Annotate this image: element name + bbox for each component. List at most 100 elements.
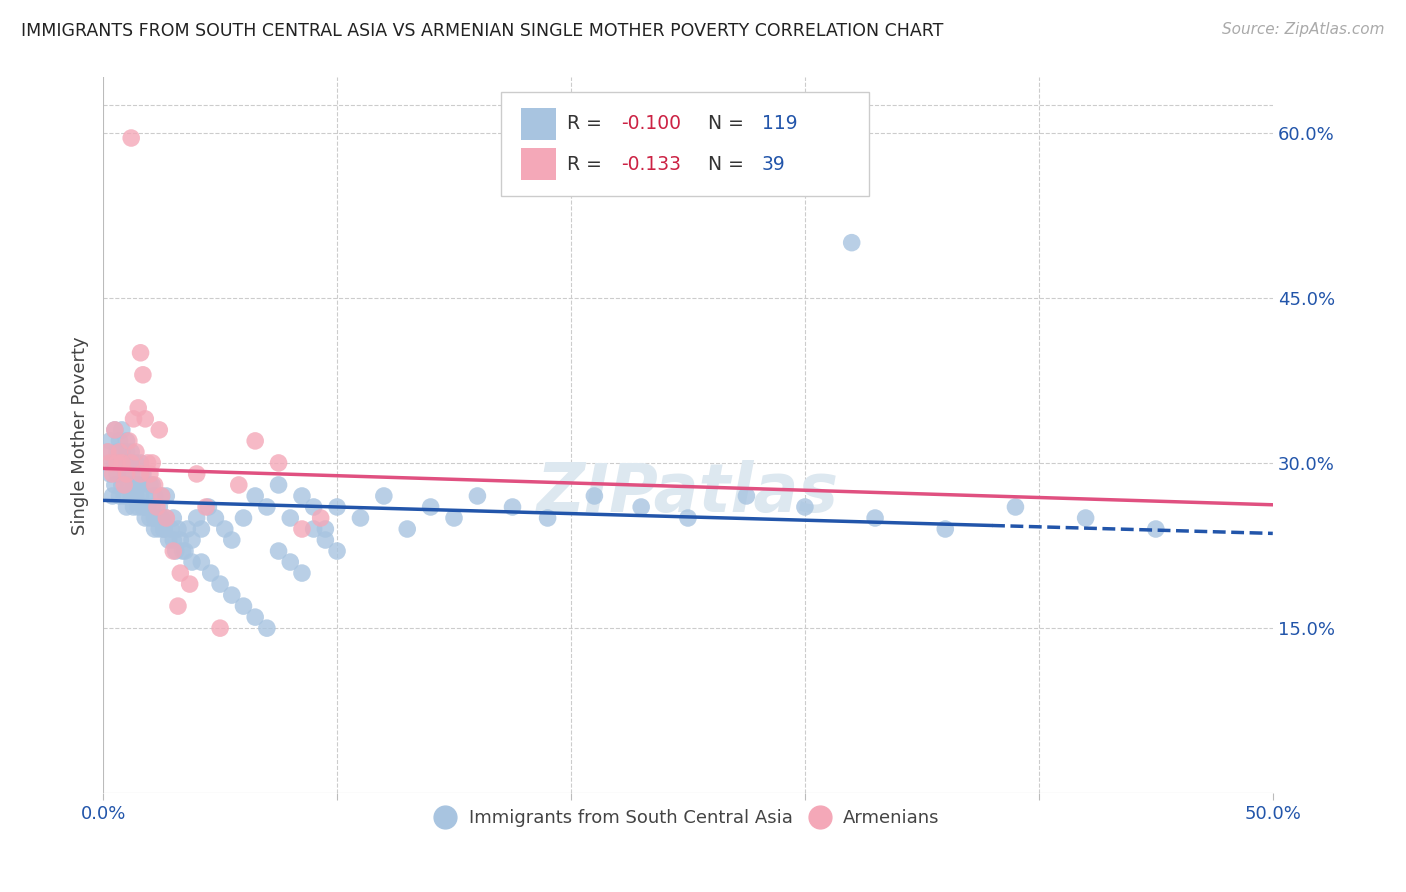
Point xyxy=(112,489,135,503)
Point xyxy=(153,522,176,536)
Point xyxy=(1004,500,1026,514)
Point xyxy=(98,434,121,448)
Point xyxy=(134,511,156,525)
Point xyxy=(443,511,465,525)
Text: N =: N = xyxy=(707,154,749,174)
Text: 39: 39 xyxy=(762,154,786,174)
Point xyxy=(167,599,190,613)
Point xyxy=(127,500,149,514)
Point xyxy=(267,456,290,470)
Point xyxy=(139,478,162,492)
FancyBboxPatch shape xyxy=(520,108,555,140)
Point xyxy=(104,478,127,492)
FancyBboxPatch shape xyxy=(501,92,869,195)
Point xyxy=(125,445,148,459)
Point xyxy=(162,544,184,558)
Point xyxy=(419,500,441,514)
Point xyxy=(150,511,173,525)
Point xyxy=(127,478,149,492)
Point xyxy=(150,489,173,503)
Point xyxy=(139,511,162,525)
Point xyxy=(291,522,314,536)
Point xyxy=(118,434,141,448)
Point xyxy=(105,467,128,481)
Point xyxy=(136,500,159,514)
Point xyxy=(793,500,815,514)
Point xyxy=(302,500,325,514)
Point xyxy=(155,511,177,525)
Point xyxy=(120,456,142,470)
Point xyxy=(326,500,349,514)
Point xyxy=(186,467,208,481)
Point xyxy=(153,522,176,536)
Point xyxy=(190,522,212,536)
Point xyxy=(111,445,134,459)
Point xyxy=(1074,511,1097,525)
Point xyxy=(502,500,524,514)
Point xyxy=(98,456,121,470)
Point xyxy=(112,456,135,470)
Point xyxy=(143,511,166,525)
Point xyxy=(204,511,226,525)
Point xyxy=(101,456,124,470)
Text: ZIPatlas: ZIPatlas xyxy=(537,459,839,525)
Point xyxy=(118,478,141,492)
Point xyxy=(267,544,290,558)
Point xyxy=(101,489,124,503)
Point xyxy=(181,555,204,569)
Point xyxy=(146,500,169,514)
Text: -0.133: -0.133 xyxy=(621,154,682,174)
Point xyxy=(396,522,419,536)
Point xyxy=(676,511,699,525)
Point xyxy=(232,599,254,613)
Point xyxy=(197,500,219,514)
Point xyxy=(160,522,183,536)
Point xyxy=(291,566,314,580)
Point xyxy=(169,533,191,547)
Point xyxy=(115,445,138,459)
Point xyxy=(143,522,166,536)
Point xyxy=(136,456,159,470)
Text: Source: ZipAtlas.com: Source: ZipAtlas.com xyxy=(1222,22,1385,37)
FancyBboxPatch shape xyxy=(520,148,555,180)
Point xyxy=(148,522,170,536)
Text: R =: R = xyxy=(568,114,609,134)
Point xyxy=(118,456,141,470)
Point xyxy=(129,467,152,481)
Point xyxy=(122,478,145,492)
Point xyxy=(122,500,145,514)
Point xyxy=(256,500,278,514)
Text: 119: 119 xyxy=(762,114,797,134)
Point xyxy=(115,467,138,481)
Point xyxy=(278,511,301,525)
Point xyxy=(162,511,184,525)
Point xyxy=(132,500,155,514)
Point xyxy=(115,434,138,448)
Point xyxy=(221,588,243,602)
Point xyxy=(104,423,127,437)
Point xyxy=(134,500,156,514)
Point xyxy=(243,489,266,503)
Point xyxy=(127,401,149,415)
Point xyxy=(172,544,194,558)
Point xyxy=(863,511,886,525)
Point xyxy=(181,533,204,547)
Point xyxy=(373,489,395,503)
Point xyxy=(134,489,156,503)
Point xyxy=(127,478,149,492)
Point xyxy=(167,522,190,536)
Point xyxy=(349,511,371,525)
Point xyxy=(141,500,163,514)
Point xyxy=(132,368,155,382)
Point xyxy=(120,456,142,470)
Point xyxy=(141,478,163,492)
Point xyxy=(111,423,134,437)
Text: IMMIGRANTS FROM SOUTH CENTRAL ASIA VS ARMENIAN SINGLE MOTHER POVERTY CORRELATION: IMMIGRANTS FROM SOUTH CENTRAL ASIA VS AR… xyxy=(21,22,943,40)
Point xyxy=(115,500,138,514)
Point xyxy=(314,522,336,536)
Point xyxy=(326,544,349,558)
Point xyxy=(146,511,169,525)
Point xyxy=(104,456,127,470)
Point xyxy=(104,423,127,437)
Point xyxy=(132,467,155,481)
